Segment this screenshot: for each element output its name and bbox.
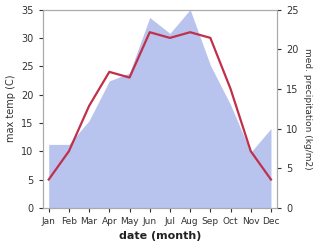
Y-axis label: med. precipitation (kg/m2): med. precipitation (kg/m2) — [303, 48, 313, 169]
X-axis label: date (month): date (month) — [119, 231, 201, 242]
Y-axis label: max temp (C): max temp (C) — [5, 75, 16, 143]
